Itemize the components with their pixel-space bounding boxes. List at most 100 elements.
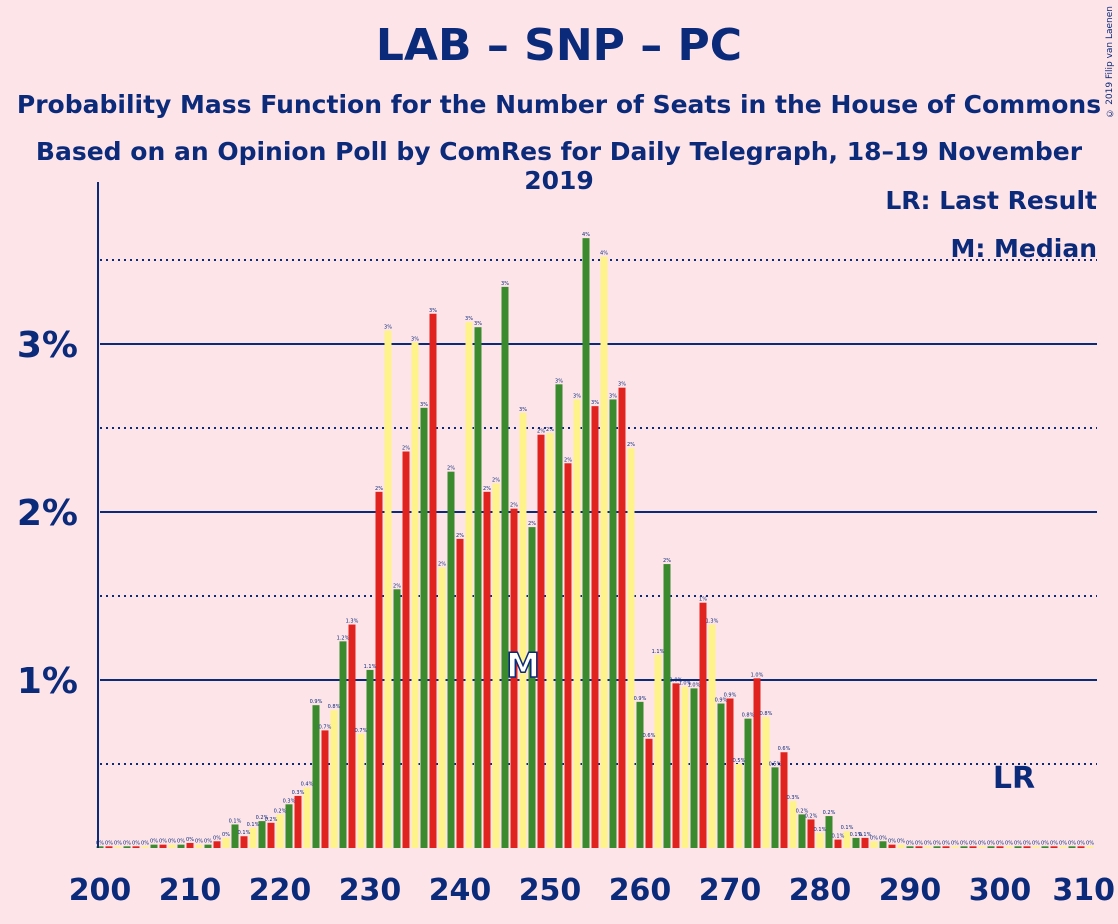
bar-label-seat-239: 2% — [447, 466, 455, 472]
bar-seat-251 — [555, 384, 563, 848]
bar-label-seat-292: 0% — [924, 840, 932, 846]
bar-seat-255 — [591, 406, 599, 848]
bar-seat-271 — [735, 764, 743, 848]
bar-seat-235 — [411, 342, 419, 848]
bar-label-seat-213: 0% — [213, 835, 221, 841]
bar-seat-297 — [969, 846, 977, 848]
bar-seat-291 — [915, 846, 923, 848]
bar-seat-288 — [888, 844, 896, 848]
bar-label-seat-206: 0% — [150, 839, 158, 845]
bar-label-seat-297: 0% — [969, 840, 977, 846]
bar-seat-243 — [483, 491, 491, 848]
bar-label-seat-291: 0% — [915, 840, 923, 846]
bar-seat-246 — [510, 508, 518, 848]
bar-label-seat-230: 1.1% — [364, 664, 377, 670]
bar-seat-247 — [519, 412, 527, 848]
bar-seat-284 — [852, 837, 860, 848]
x-tick-label: 260 — [609, 873, 672, 908]
bar-seat-258 — [618, 387, 626, 848]
bar-label-seat-249: 2% — [537, 429, 545, 435]
bar-label-seat-219: 0.2% — [265, 817, 278, 823]
bar-label-seat-203: 0% — [123, 840, 131, 846]
bar-seat-218 — [258, 821, 266, 848]
bar-label-seat-245: 3% — [501, 281, 509, 287]
bar-seat-207 — [159, 844, 167, 848]
bar-seat-212 — [204, 844, 212, 848]
bar-seat-231 — [375, 491, 383, 848]
bar-label-seat-214: 0% — [222, 832, 230, 838]
bar-seat-206 — [150, 844, 158, 848]
bar-label-seat-264: 1.0% — [670, 677, 683, 683]
bar-seat-279 — [807, 819, 815, 848]
bar-label-seat-282: 0.1% — [832, 834, 845, 840]
bar-label-seat-260: 0.9% — [634, 696, 647, 702]
bar-seat-238 — [438, 567, 446, 848]
bar-seat-277 — [789, 800, 797, 848]
bar-label-seat-254: 4% — [582, 232, 590, 238]
bar-label-seat-222: 0.3% — [292, 790, 305, 796]
bar-label-seat-288: 0% — [888, 839, 896, 845]
bar-label-seat-244: 2% — [492, 477, 500, 483]
bar-seat-220 — [276, 814, 284, 848]
legend-last-result: LR: Last Result — [885, 186, 1097, 215]
bar-label-seat-305: 0% — [1041, 840, 1049, 846]
bar-seat-205 — [141, 846, 149, 848]
bar-label-seat-248: 2% — [528, 521, 536, 527]
x-tick-label: 270 — [699, 873, 762, 908]
bar-label-seat-303: 0% — [1023, 840, 1031, 846]
bar-label-seat-236: 3% — [420, 402, 428, 408]
bar-label-seat-280: 0.1% — [814, 827, 827, 833]
bar-seat-213 — [213, 841, 221, 848]
bar-seat-262 — [654, 654, 662, 848]
bar-label-seat-240: 2% — [456, 533, 464, 539]
bar-label-seat-217: 0.1% — [247, 822, 260, 828]
bar-seat-301 — [1005, 846, 1013, 848]
bar-label-seat-284: 0.1% — [850, 832, 863, 838]
bar-seat-260 — [636, 701, 644, 848]
bar-label-seat-211: 0% — [195, 839, 203, 845]
bar-seat-203 — [123, 846, 131, 848]
bar-seat-283 — [843, 831, 851, 848]
bar-seat-228 — [348, 624, 356, 848]
bar-label-seat-232: 3% — [384, 325, 392, 331]
bar-label-seat-302: 0% — [1014, 840, 1022, 846]
bar-label-seat-207: 0% — [159, 839, 167, 845]
bar-seat-202 — [114, 846, 122, 848]
bar-label-seat-261: 0.6% — [643, 733, 656, 739]
bar-seat-305 — [1041, 846, 1049, 848]
bar-seat-300 — [996, 846, 1004, 848]
bar-seat-309 — [1077, 846, 1085, 848]
bar-seat-232 — [384, 330, 392, 848]
bar-label-seat-286: 0% — [870, 835, 878, 841]
bar-seat-310 — [1086, 846, 1094, 848]
bar-label-seat-268: 1.3% — [706, 619, 719, 625]
x-tick-label: 310 — [1052, 873, 1115, 908]
bar-label-seat-243: 2% — [483, 486, 491, 492]
bar-label-seat-224: 0.9% — [310, 699, 323, 705]
bar-seat-286 — [870, 841, 878, 848]
bar-seat-223 — [303, 787, 311, 848]
bar-label-seat-237: 3% — [429, 308, 437, 314]
bar-label-seat-271: 0.5% — [733, 758, 746, 764]
bar-seat-289 — [897, 844, 905, 848]
bar-seat-215 — [231, 824, 239, 848]
bar-seat-257 — [609, 399, 617, 848]
bar-label-seat-275: 0.5% — [769, 761, 782, 767]
bar-seat-239 — [447, 471, 455, 848]
bar-seat-268 — [708, 624, 716, 848]
bar-seat-273 — [753, 678, 761, 848]
bar-label-seat-226: 0.8% — [328, 704, 341, 710]
bar-label-seat-238: 2% — [438, 561, 446, 567]
bar-seat-214 — [222, 837, 230, 848]
bar-label-seat-285: 0.1% — [859, 832, 872, 838]
x-tick-label: 230 — [339, 873, 402, 908]
bar-label-seat-250: 2% — [546, 427, 554, 433]
bar-seat-307 — [1059, 846, 1067, 848]
bar-seat-201 — [105, 846, 113, 848]
bar-seat-292 — [924, 846, 932, 848]
bar-label-seat-300: 0% — [996, 840, 1004, 846]
bar-seat-293 — [933, 846, 941, 848]
bar-seat-209 — [177, 844, 185, 848]
bar-seat-245 — [501, 286, 509, 848]
bar-label-seat-212: 0% — [204, 839, 212, 845]
